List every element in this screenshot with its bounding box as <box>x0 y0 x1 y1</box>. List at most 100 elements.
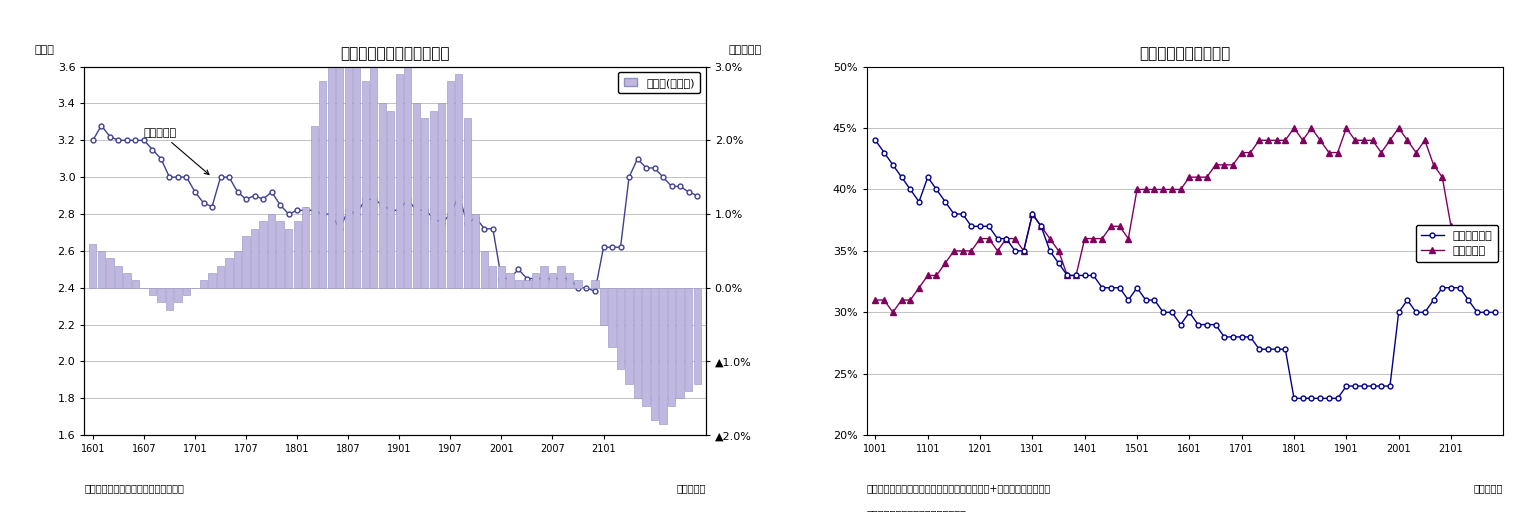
Bar <box>609 288 615 347</box>
Bar <box>676 288 684 398</box>
Text: （資料）総務省統計局「労働力調査」: （資料）総務省統計局「労働力調査」 <box>84 483 184 493</box>
Bar <box>574 281 581 288</box>
Bar <box>362 81 368 288</box>
Bar <box>132 281 140 288</box>
Bar <box>532 273 538 288</box>
Bar <box>89 244 97 288</box>
Bar <box>175 288 181 303</box>
Bar <box>430 111 437 288</box>
Bar <box>345 33 351 288</box>
Bar <box>643 288 650 406</box>
非自発的離職 <box>1259 346 1278 352</box>
Bar <box>472 214 480 288</box>
Bar <box>540 266 548 288</box>
Text: 完全失業率: 完全失業率 <box>144 128 209 175</box>
Bar <box>106 258 114 288</box>
非自発的離職 <box>1075 272 1094 279</box>
Line: 非自発的離職: 非自発的離職 <box>873 138 1497 401</box>
Bar <box>158 288 164 303</box>
Bar <box>209 273 216 288</box>
自発的離職 <box>1085 236 1103 242</box>
Bar <box>293 221 301 288</box>
Bar <box>650 288 658 420</box>
Bar <box>225 258 233 288</box>
Text: （年・月）: （年・月） <box>1474 483 1503 493</box>
自発的離職 <box>884 309 902 315</box>
Bar <box>336 26 344 288</box>
自発的離職 <box>867 297 885 303</box>
Bar <box>506 273 514 288</box>
Bar <box>166 288 173 310</box>
Bar <box>557 266 565 288</box>
非自発的離職 <box>1215 334 1233 340</box>
Bar <box>463 118 471 288</box>
Bar <box>549 273 555 288</box>
Legend: 非自発的離職, 自発的離職: 非自発的離職, 自発的離職 <box>1416 225 1497 262</box>
Bar <box>199 281 207 288</box>
Bar <box>353 67 360 288</box>
Bar <box>302 207 310 288</box>
自発的離職 <box>1224 162 1243 168</box>
Bar <box>370 59 377 288</box>
Title: 完全失業率と就業者の推移: 完全失業率と就業者の推移 <box>341 46 449 61</box>
Bar <box>515 281 522 288</box>
Bar <box>183 288 190 295</box>
Text: （注）非自発的離職は定年又は雇用契約の満了+勤め先や事業の都合: （注）非自発的離職は定年又は雇用契約の満了+勤め先や事業の都合 <box>867 483 1051 493</box>
Bar <box>523 281 531 288</box>
Bar <box>634 288 641 398</box>
Bar <box>276 221 284 288</box>
Line: 自発的離職: 自発的離職 <box>873 125 1497 315</box>
Bar <box>259 221 267 288</box>
Bar <box>667 288 675 406</box>
Bar <box>480 251 488 288</box>
Bar <box>439 103 445 288</box>
自発的離職 <box>1267 137 1285 143</box>
Bar <box>242 236 250 288</box>
非自発的離職 <box>1014 248 1032 254</box>
非自発的離職 <box>1293 395 1312 401</box>
Text: （前年比）: （前年比） <box>729 46 761 55</box>
自発的離職 <box>962 248 980 254</box>
Bar <box>617 288 624 369</box>
Bar <box>285 229 293 288</box>
非自発的離職 <box>1485 309 1503 315</box>
Bar <box>497 266 505 288</box>
Bar <box>252 229 258 288</box>
Bar <box>319 81 327 288</box>
Bar <box>387 111 394 288</box>
Bar <box>446 81 454 288</box>
Title: 求職理由別失業者割合: 求職理由別失業者割合 <box>1140 46 1230 61</box>
自発的離職 <box>1285 125 1304 131</box>
Text: （％）: （％） <box>35 46 55 55</box>
自発的離職 <box>1302 125 1321 131</box>
Bar <box>566 273 574 288</box>
Bar <box>235 251 241 288</box>
Bar <box>403 59 411 288</box>
Bar <box>310 125 318 288</box>
Bar <box>686 288 692 391</box>
Bar <box>328 45 334 288</box>
Bar <box>379 103 387 288</box>
Bar <box>115 266 123 288</box>
Bar <box>396 74 403 288</box>
Legend: 就業者(右目盛): 就業者(右目盛) <box>618 72 700 93</box>
Bar <box>216 266 224 288</box>
Bar <box>268 214 275 288</box>
非自発的離職 <box>867 137 885 143</box>
Bar <box>422 118 428 288</box>
Text: （資料）総務省統計局「労働力調査」: （資料）総務省統計局「労働力調査」 <box>867 509 966 512</box>
Bar <box>123 273 130 288</box>
Bar <box>592 281 598 288</box>
Bar <box>626 288 632 383</box>
Bar <box>660 288 667 424</box>
Bar <box>489 266 497 288</box>
非自発的離職 <box>1285 395 1304 401</box>
Bar <box>149 288 156 295</box>
非自発的離職 <box>954 211 973 217</box>
自発的離職 <box>1451 236 1470 242</box>
Bar <box>693 288 701 383</box>
Bar <box>413 103 420 288</box>
自発的離職 <box>1485 248 1503 254</box>
Bar <box>600 288 607 325</box>
Bar <box>98 251 104 288</box>
